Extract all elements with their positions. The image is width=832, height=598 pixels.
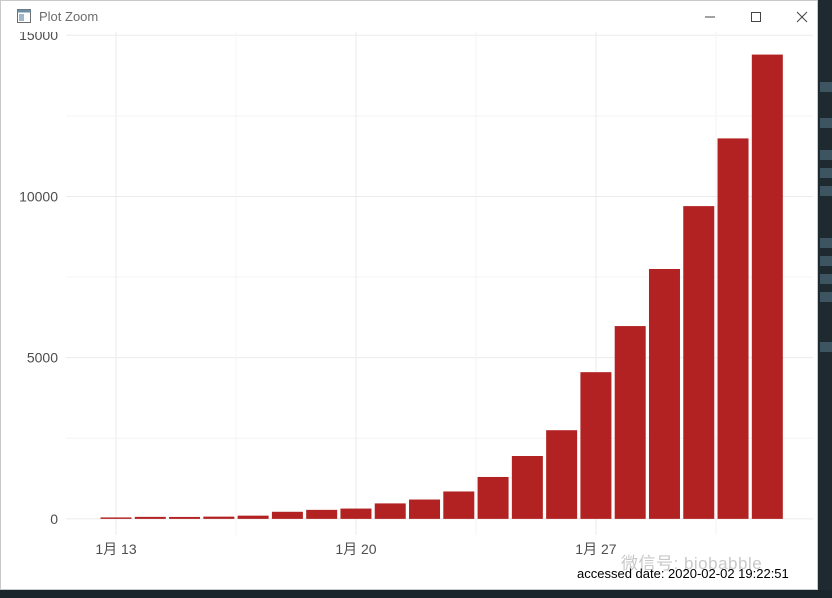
bar [683, 206, 715, 519]
bar [134, 516, 166, 519]
accessed-date-note: accessed date: 2020-02-02 19:22:51 [577, 566, 789, 581]
bar [100, 517, 132, 519]
minimize-button[interactable] [687, 1, 733, 32]
y-tick-label: 15000 [19, 32, 58, 43]
x-tick-label: 1月 20 [335, 541, 376, 557]
minimize-icon [705, 16, 715, 17]
watermark-text: 微信号: biobabble [621, 554, 763, 573]
bar-series [100, 54, 783, 519]
y-tick-label: 5000 [27, 350, 58, 366]
bar [546, 430, 578, 519]
bar [271, 511, 303, 519]
plot-area: 0 5000 10000 15000 1月 13 1月 20 1月 27 [1, 27, 819, 591]
bar-chart: 0 5000 10000 15000 1月 13 1月 20 1月 27 [19, 27, 813, 557]
bar [751, 54, 783, 519]
bar [443, 491, 475, 519]
grid-lines [66, 32, 813, 535]
y-tick-label: 10000 [19, 188, 58, 204]
maximize-button[interactable] [733, 1, 779, 32]
bar [340, 508, 372, 519]
y-axis-labels: 0 5000 10000 15000 [19, 27, 58, 527]
bar [614, 326, 646, 519]
background-editor-strip [818, 0, 832, 598]
background-console-strip [0, 590, 832, 598]
maximize-icon [751, 11, 761, 22]
bar [374, 503, 406, 519]
bar [306, 509, 338, 519]
bar [648, 268, 680, 519]
plot-zoom-window: Plot Zoom 0 5000 10000 15000 1月 13 1月 20 1月 2… [0, 0, 818, 590]
x-tick-label: 1月 13 [95, 541, 136, 557]
bar [169, 516, 201, 519]
close-icon [796, 11, 808, 22]
app-window-icon [17, 9, 31, 23]
y-tick-label: 0 [50, 511, 58, 527]
bar [580, 372, 612, 519]
wechat-watermark: 微信号: biobabble [621, 549, 762, 574]
bar [511, 456, 543, 519]
x-tick-label: 1月 27 [575, 541, 616, 557]
title-bar[interactable]: Plot Zoom [1, 1, 817, 32]
bar [717, 138, 749, 519]
bar [203, 516, 235, 519]
bar [237, 515, 269, 519]
close-button[interactable] [779, 1, 825, 32]
bar [409, 499, 441, 519]
window-title: Plot Zoom [39, 9, 99, 24]
x-axis-labels: 1月 13 1月 20 1月 27 [95, 541, 616, 557]
bar [477, 476, 509, 519]
